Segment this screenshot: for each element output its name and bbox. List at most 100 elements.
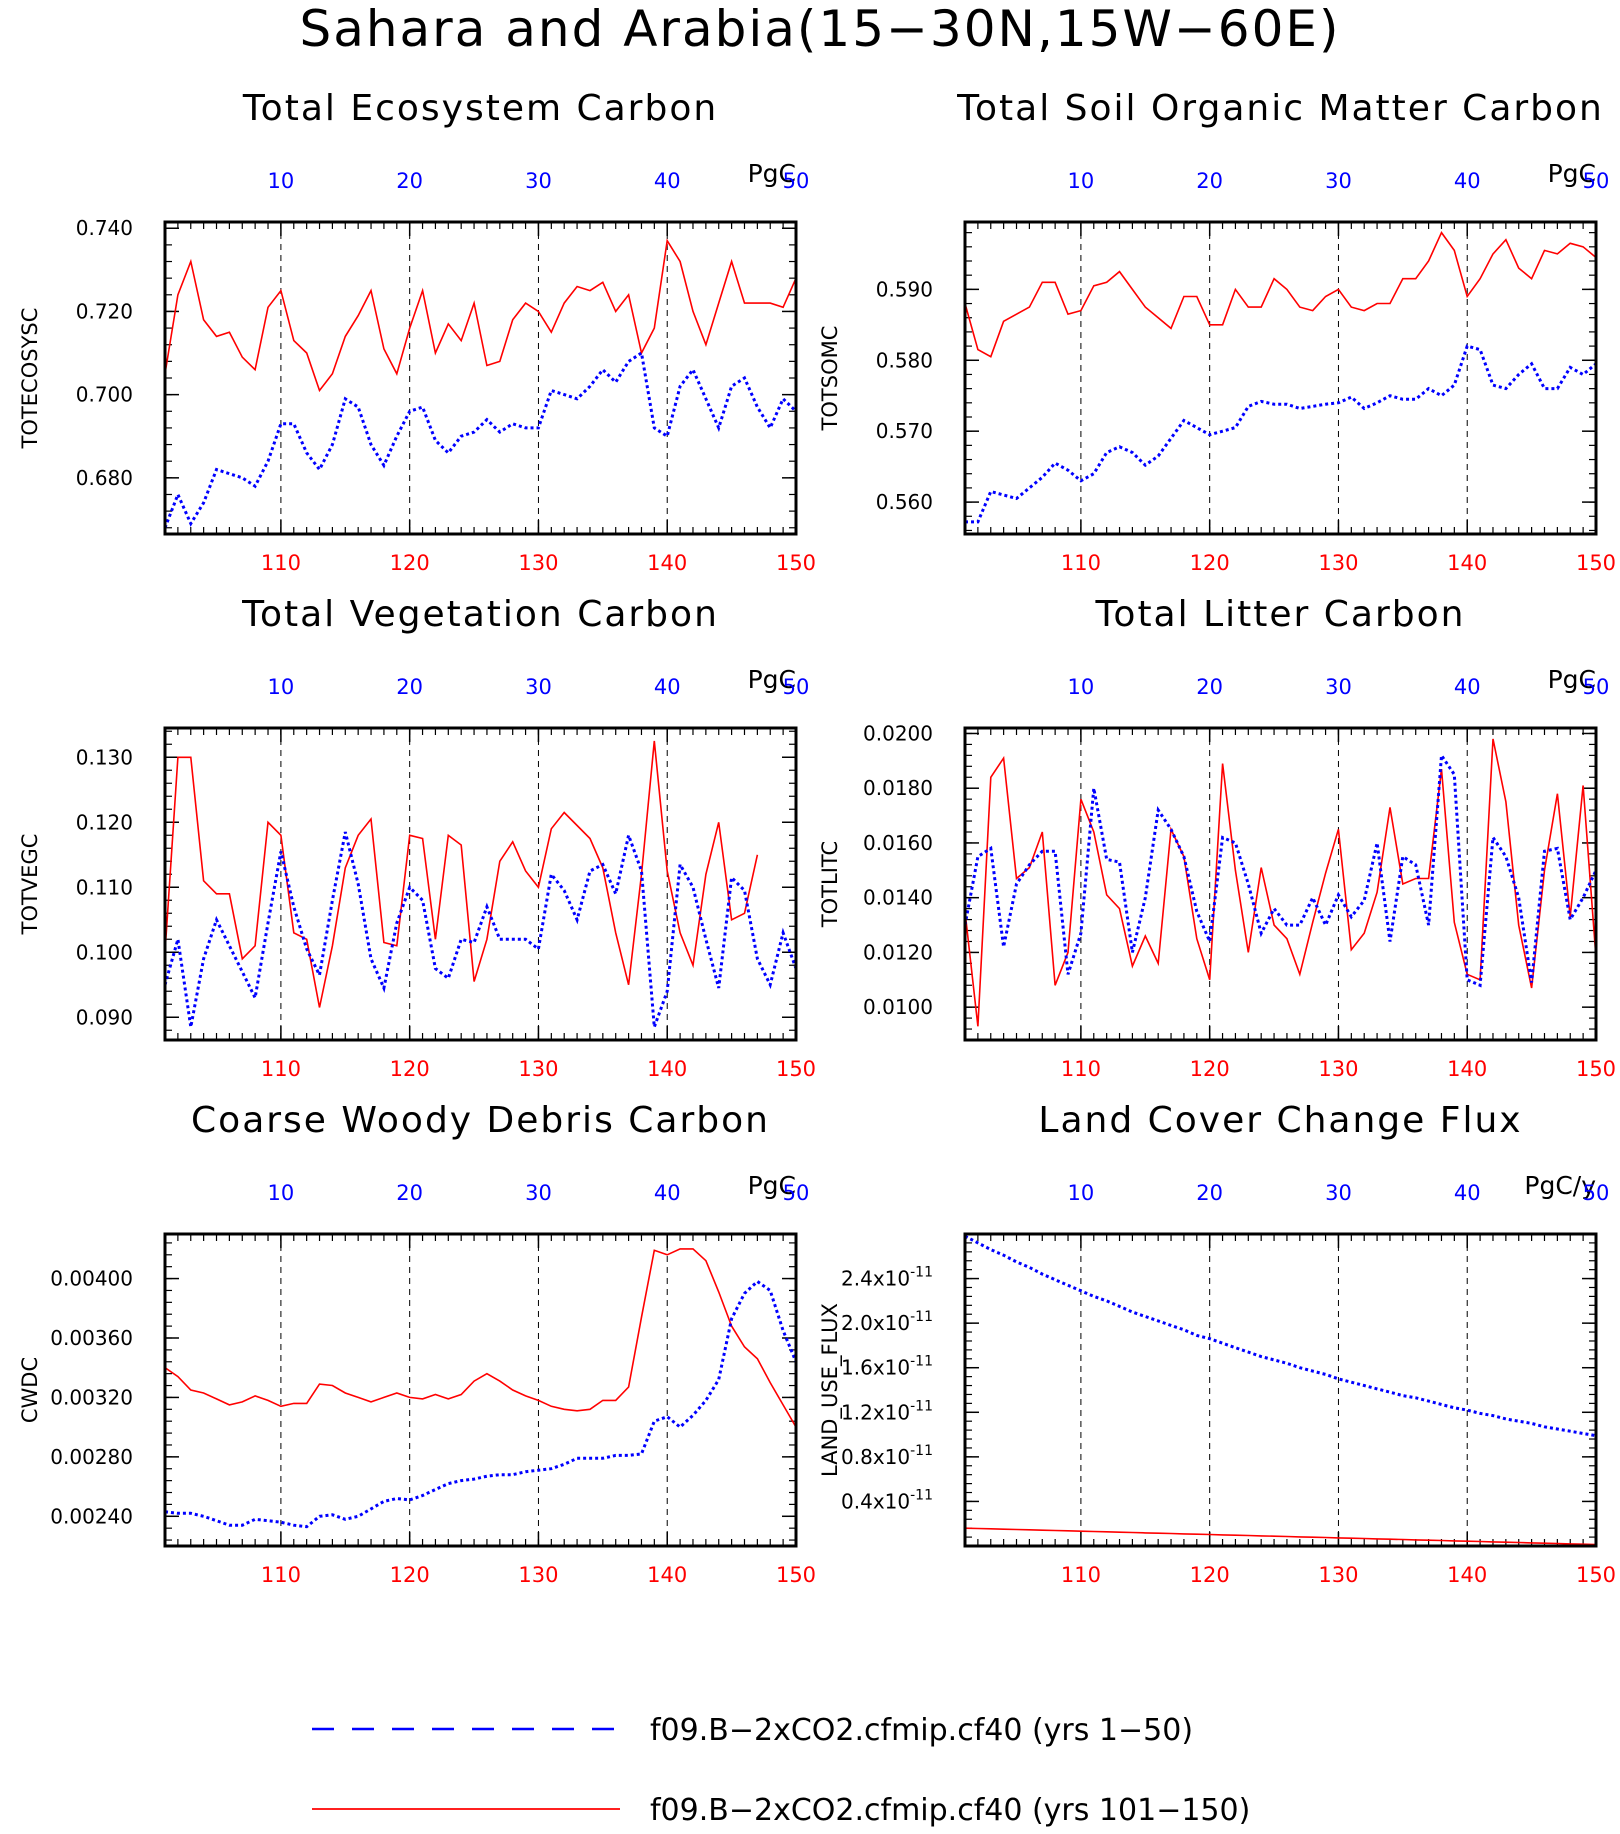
- series-line-ctrl: [165, 350, 796, 529]
- x-bottom-tick-label: 130: [1318, 551, 1358, 575]
- unit-label: PgC: [748, 665, 796, 694]
- x-bottom-tick-label: 130: [1318, 1057, 1358, 1081]
- x-bottom-tick-label: 120: [390, 1563, 430, 1587]
- y-axis-label: CWDC: [18, 1357, 42, 1423]
- panel-5: Coarse Woody Debris Carbon PgC CWDC 110 120 1…: [18, 1100, 816, 1587]
- x-top-tick-label: 10: [1068, 1181, 1095, 1205]
- x-top-tick-label: 20: [396, 675, 423, 699]
- x-bottom-tick-label: 120: [1190, 551, 1230, 575]
- y-axis-label: TOTSOMC: [818, 326, 842, 432]
- y-tick-label: 0.8x10-11: [841, 1443, 933, 1469]
- x-bottom-tick-label: 140: [647, 551, 687, 575]
- y-tick-label: 0.00320: [50, 1385, 133, 1409]
- series-line-ctrl: [965, 750, 1596, 988]
- x-top-tick-label: 50: [783, 1181, 810, 1205]
- x-top-tick-label: 40: [654, 675, 681, 699]
- x-top-tick-label: 20: [396, 169, 423, 193]
- y-tick-label: 0.090: [76, 1005, 133, 1029]
- panel-title: Total Litter Carbon: [1095, 594, 1466, 635]
- x-top-tick-label: 30: [1325, 675, 1352, 699]
- x-top-tick-label: 30: [525, 169, 552, 193]
- x-bottom-tick-label: 140: [1447, 1057, 1487, 1081]
- x-top-tick-label: 30: [1325, 169, 1352, 193]
- y-tick-label: 1.2x10-11: [841, 1398, 933, 1424]
- y-tick-label: 0.740: [76, 216, 133, 240]
- y-tick-label: 2.4x10-11: [841, 1265, 933, 1291]
- x-top-tick-label: 40: [654, 1181, 681, 1205]
- panel-title: Coarse Woody Debris Carbon: [191, 1100, 770, 1141]
- x-top-tick-label: 50: [1583, 169, 1610, 193]
- y-tick-label: 0.590: [876, 277, 933, 301]
- x-top-tick-label: 50: [1583, 1181, 1610, 1205]
- panel-title: Land Cover Change Flux: [1038, 1100, 1522, 1141]
- y-axis-label: TOTLITC: [818, 841, 842, 928]
- x-bottom-tick-label: 110: [261, 1563, 301, 1587]
- y-tick-label: 0.580: [876, 348, 933, 372]
- y-axis-label: TOTVEGC: [18, 834, 42, 936]
- x-top-tick-label: 10: [268, 169, 295, 193]
- series-line-exp: [965, 1527, 1596, 1546]
- series-line-exp: [165, 1248, 796, 1428]
- series-line-exp: [965, 738, 1596, 1027]
- legend-label-ctrl: f09.B−2xCO2.cfmip.cf40 (yrs 1−50): [650, 1713, 1193, 1748]
- x-top-tick-label: 40: [1454, 169, 1481, 193]
- x-bottom-tick-label: 130: [518, 1563, 558, 1587]
- x-top-tick-label: 10: [1068, 169, 1095, 193]
- panel-4: Total Litter Carbon PgC TOTLITC 110 120 130 14…: [818, 594, 1616, 1081]
- x-bottom-tick-label: 140: [1447, 1563, 1487, 1587]
- plot-frame: [163, 726, 798, 1042]
- y-tick-label: 0.0160: [863, 831, 933, 855]
- x-top-tick-label: 30: [525, 675, 552, 699]
- y-tick-label: 0.00360: [50, 1326, 133, 1350]
- x-top-tick-label: 20: [396, 1181, 423, 1205]
- legend: f09.B−2xCO2.cfmip.cf40 (yrs 1−50) f09.B−…: [312, 1713, 1250, 1828]
- x-top-tick-label: 20: [1196, 675, 1223, 699]
- x-bottom-tick-label: 110: [261, 551, 301, 575]
- x-bottom-tick-label: 130: [518, 551, 558, 575]
- x-bottom-tick-label: 150: [776, 1563, 816, 1587]
- series-line-exp: [165, 238, 796, 393]
- x-bottom-tick-label: 150: [776, 1057, 816, 1081]
- y-tick-label: 0.00280: [50, 1445, 133, 1469]
- y-tick-label: 0.0120: [863, 940, 933, 964]
- legend-label-exp: f09.B−2xCO2.cfmip.cf40 (yrs 101−150): [650, 1793, 1250, 1828]
- series-line-ctrl: [165, 1279, 796, 1529]
- x-bottom-tick-label: 150: [1576, 1563, 1616, 1587]
- unit-label: PgC: [1548, 665, 1596, 694]
- x-top-tick-label: 50: [783, 169, 810, 193]
- x-bottom-tick-label: 140: [1447, 551, 1487, 575]
- panel-title: Total Soil Organic Matter Carbon: [956, 88, 1604, 129]
- x-top-tick-label: 40: [654, 169, 681, 193]
- x-bottom-tick-label: 140: [647, 1057, 687, 1081]
- y-tick-label: 0.00240: [50, 1504, 133, 1528]
- x-bottom-tick-label: 130: [518, 1057, 558, 1081]
- y-tick-label: 0.110: [76, 875, 133, 899]
- x-top-tick-label: 40: [1454, 675, 1481, 699]
- x-bottom-tick-label: 150: [776, 551, 816, 575]
- panel-6: Land Cover Change Flux PgC/y LAND_USE_FLUX…: [818, 1100, 1616, 1587]
- x-top-tick-label: 20: [1196, 1181, 1223, 1205]
- y-tick-label: 0.680: [76, 466, 133, 490]
- plot-frame: [963, 726, 1598, 1042]
- y-tick-label: 0.0100: [863, 995, 933, 1019]
- y-axis-label: LAND_USE_FLUX: [818, 1303, 843, 1477]
- panel-title: Total Ecosystem Carbon: [242, 88, 718, 129]
- x-bottom-tick-label: 140: [647, 1563, 687, 1587]
- unit-label: PgC/y: [1524, 1171, 1596, 1200]
- panels: Total Ecosystem Carbon PgC TOTECOSYSC 110 12…: [18, 88, 1616, 1587]
- x-top-tick-label: 10: [268, 675, 295, 699]
- y-tick-label: 0.570: [876, 419, 933, 443]
- y-tick-label: 0.720: [76, 299, 133, 323]
- x-bottom-tick-label: 110: [1061, 1563, 1101, 1587]
- y-tick-label: 1.6x10-11: [841, 1354, 933, 1380]
- y-tick-label: 0.0140: [863, 886, 933, 910]
- y-tick-label: 2.0x10-11: [841, 1309, 933, 1335]
- x-bottom-tick-label: 110: [1061, 1057, 1101, 1081]
- y-tick-label: 0.120: [76, 810, 133, 834]
- unit-label: PgC: [1548, 159, 1596, 188]
- x-top-tick-label: 30: [525, 1181, 552, 1205]
- y-tick-label: 0.0180: [863, 776, 933, 800]
- panel-1: Total Ecosystem Carbon PgC TOTECOSYSC 110 12…: [18, 88, 816, 575]
- x-bottom-tick-label: 150: [1576, 551, 1616, 575]
